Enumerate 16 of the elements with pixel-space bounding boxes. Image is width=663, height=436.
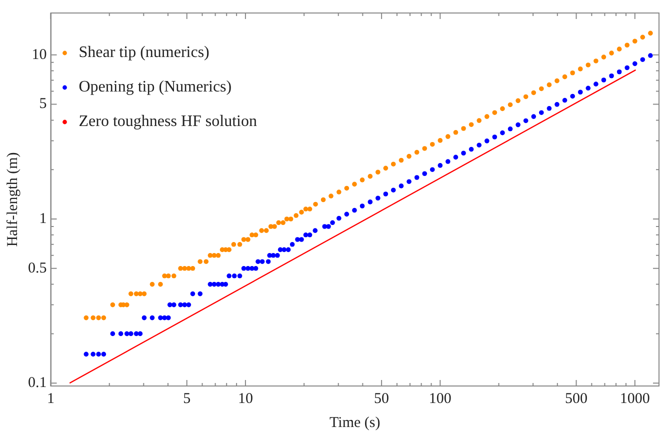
y-tick-label: 1 xyxy=(39,210,47,227)
y-tick-label: 0.5 xyxy=(28,260,47,276)
x-tick-label: 500 xyxy=(565,390,588,407)
x-tick-label: 5 xyxy=(183,390,191,407)
x-tick-label: 1000 xyxy=(620,390,650,407)
x-tick-label: 100 xyxy=(428,390,452,407)
legend-label: Zero toughness HF solution xyxy=(78,113,257,130)
y-tick-label: 5 xyxy=(39,96,47,112)
legend-label: Shear tip (numerics) xyxy=(78,44,210,62)
y-tick-label: 0.1 xyxy=(28,375,47,392)
y-tick-label: 10 xyxy=(32,46,47,63)
x-tick-label: 50 xyxy=(374,390,390,407)
x-axis-title: Time (s) xyxy=(330,414,380,431)
x-tick-label: 10 xyxy=(238,390,253,407)
y-axis-title: Half-length (m) xyxy=(4,152,21,247)
legend-label: Opening tip (Numerics) xyxy=(78,78,232,96)
